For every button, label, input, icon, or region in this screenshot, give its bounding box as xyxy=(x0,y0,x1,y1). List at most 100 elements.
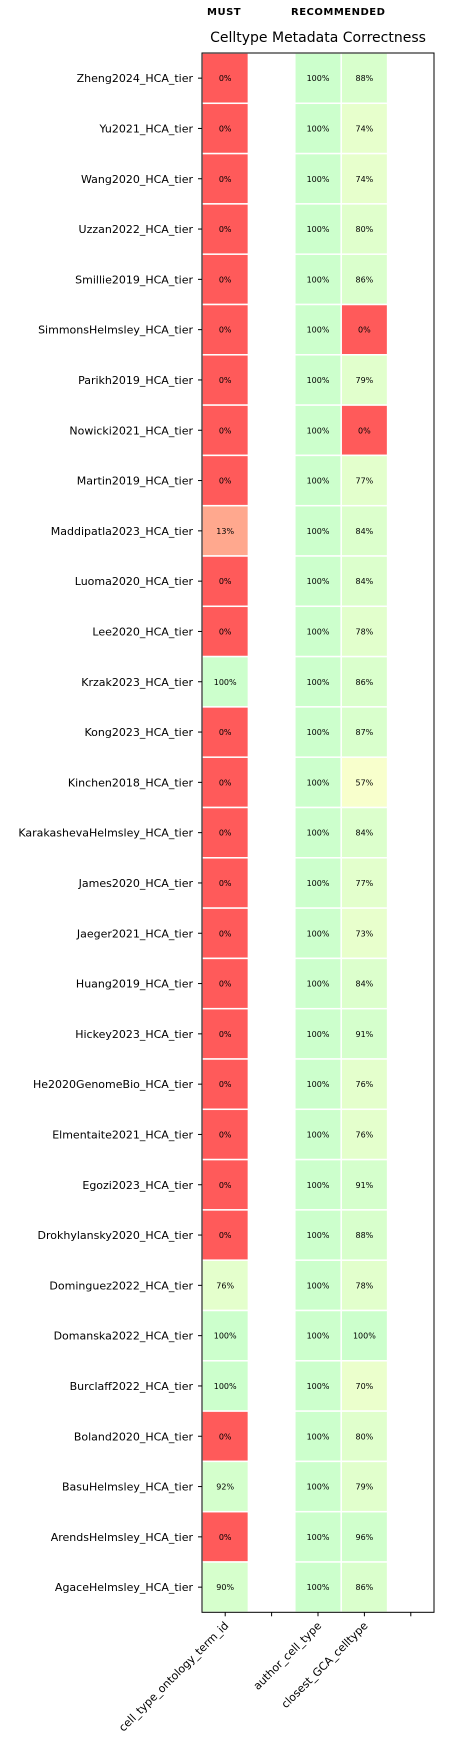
heatmap-cell xyxy=(340,404,389,457)
y-tick-label: Dominguez2022_HCA_tier xyxy=(49,1279,193,1292)
cell-value-label: 0% xyxy=(219,124,232,133)
y-tick-label: Lee2020_HCA_tier xyxy=(92,625,193,638)
y-tick-label: Wang2020_HCA_tier xyxy=(81,173,193,186)
cell-value-label: 0% xyxy=(219,1130,232,1139)
cell-value-label: 76% xyxy=(356,1080,374,1089)
heatmap-cells: 0% 100% 88% 0% 100% 74% 0% 100% 74% 0% 100% 80% 0% 10… xyxy=(201,52,389,1614)
heatmap-cell xyxy=(201,1158,250,1211)
cell-value-label: 73% xyxy=(356,929,374,938)
cell-value-label: 100% xyxy=(307,1432,330,1441)
cell-value-label: 100% xyxy=(307,477,330,486)
heatmap-cell xyxy=(340,1209,389,1261)
heatmap-cell xyxy=(340,655,389,708)
heatmap-cell xyxy=(201,555,250,608)
y-tick-label: Hickey2023_HCA_tier xyxy=(75,1028,193,1041)
cell-value-label: 0% xyxy=(219,175,232,184)
heatmap-cell xyxy=(294,454,342,507)
cell-value-label: 100% xyxy=(307,1231,330,1240)
cell-value-label: 0% xyxy=(219,426,232,435)
heatmap-cell xyxy=(340,1309,389,1362)
cell-value-label: 80% xyxy=(356,1432,374,1441)
heatmap-cell xyxy=(294,303,342,356)
cell-value-label: 100% xyxy=(307,326,330,335)
cell-value-label: 0% xyxy=(219,627,232,636)
heatmap-cell xyxy=(340,504,389,557)
heatmap-cell xyxy=(340,806,389,859)
cell-value-label: 100% xyxy=(307,980,330,989)
recommended-group-header: RECOMMENDED xyxy=(291,7,386,18)
cell-value-label: 100% xyxy=(307,1583,330,1592)
cell-value-label: 78% xyxy=(356,627,374,636)
chart-title: Celltype Metadata Correctness xyxy=(210,30,426,46)
cell-value-label: 100% xyxy=(353,1332,376,1341)
cell-value-label: 79% xyxy=(356,376,374,385)
cell-value-label: 0% xyxy=(219,74,232,83)
cell-value-label: 84% xyxy=(356,829,374,838)
cell-value-label: 100% xyxy=(307,728,330,737)
y-tick-label: Huang2019_HCA_tier xyxy=(76,978,194,991)
cell-value-label: 74% xyxy=(356,175,374,184)
cell-value-label: 0% xyxy=(219,225,232,234)
heatmap-cell xyxy=(201,1007,250,1060)
y-tick-label: SimmonsHelmsley_HCA_tier xyxy=(38,324,193,337)
y-tick-label: AgaceHelmsley_HCA_tier xyxy=(55,1581,194,1594)
heatmap-cell xyxy=(201,102,250,155)
cell-value-label: 100% xyxy=(307,829,330,838)
cell-value-label: 100% xyxy=(307,527,330,536)
cell-value-label: 0% xyxy=(219,879,232,888)
y-tick-label: Nowicki2021_HCA_tier xyxy=(69,424,193,437)
cell-value-label: 0% xyxy=(219,326,232,335)
cell-value-label: 0% xyxy=(219,728,232,737)
cell-value-label: 92% xyxy=(216,1483,234,1492)
cell-value-label: 86% xyxy=(356,1583,374,1592)
cell-value-label: 76% xyxy=(356,1130,374,1139)
cell-value-label: 0% xyxy=(358,426,371,435)
heatmap-cell xyxy=(201,404,250,457)
x-tick-label: closest_GCA_celltype xyxy=(279,1619,371,1711)
y-tick-label: Domanska2022_HCA_tier xyxy=(54,1330,194,1343)
heatmap-cell xyxy=(294,1007,342,1060)
cell-value-label: 76% xyxy=(216,1281,234,1290)
y-tick-label: Parikh2019_HCA_tier xyxy=(78,374,193,387)
heatmap-cell xyxy=(340,152,389,205)
heatmap-cell xyxy=(340,203,389,255)
heatmap-cell xyxy=(201,152,250,205)
heatmap-cell xyxy=(294,655,342,708)
cell-value-label: 100% xyxy=(307,74,330,83)
must-group-header: MUST xyxy=(207,7,242,18)
cell-value-label: 100% xyxy=(307,426,330,435)
cell-value-label: 0% xyxy=(219,778,232,787)
heatmap-cell xyxy=(294,504,342,557)
y-tick-label: Kinchen2018_HCA_tier xyxy=(68,776,194,789)
cell-value-label: 0% xyxy=(219,829,232,838)
cell-value-label: 0% xyxy=(219,1030,232,1039)
y-tick-label: Yu2021_HCA_tier xyxy=(98,122,193,135)
heatmap-cell xyxy=(294,1108,342,1161)
heatmap-cell xyxy=(294,857,342,909)
y-tick-label: Burclaff2022_HCA_tier xyxy=(70,1380,194,1393)
heatmap-cell xyxy=(294,1360,342,1412)
heatmap-cell xyxy=(340,1510,389,1563)
cell-value-label: 0% xyxy=(219,929,232,938)
heatmap-cell xyxy=(201,1410,250,1463)
cell-value-label: 100% xyxy=(307,879,330,888)
heatmap-cell xyxy=(201,957,250,1010)
cell-value-label: 100% xyxy=(307,1130,330,1139)
cell-value-label: 100% xyxy=(307,1080,330,1089)
cell-value-label: 0% xyxy=(219,1080,232,1089)
cell-value-label: 80% xyxy=(356,225,374,234)
y-tick-label: He2020GenomeBio_HCA_tier xyxy=(33,1078,193,1091)
cell-value-label: 96% xyxy=(356,1533,374,1542)
y-tick-label: Luoma2020_HCA_tier xyxy=(75,575,194,588)
cell-value-label: 100% xyxy=(307,929,330,938)
cell-value-label: 100% xyxy=(307,1332,330,1341)
heatmap-cell xyxy=(340,1158,389,1211)
cell-value-label: 57% xyxy=(356,778,374,787)
y-tick-label: BasuHelmsley_HCA_tier xyxy=(62,1481,193,1494)
cell-value-label: 100% xyxy=(307,678,330,687)
cell-value-label: 100% xyxy=(307,275,330,284)
cell-value-label: 91% xyxy=(356,1030,374,1039)
cell-value-label: 100% xyxy=(307,376,330,385)
cell-value-label: 100% xyxy=(307,1181,330,1190)
heatmap-cell xyxy=(294,907,342,960)
